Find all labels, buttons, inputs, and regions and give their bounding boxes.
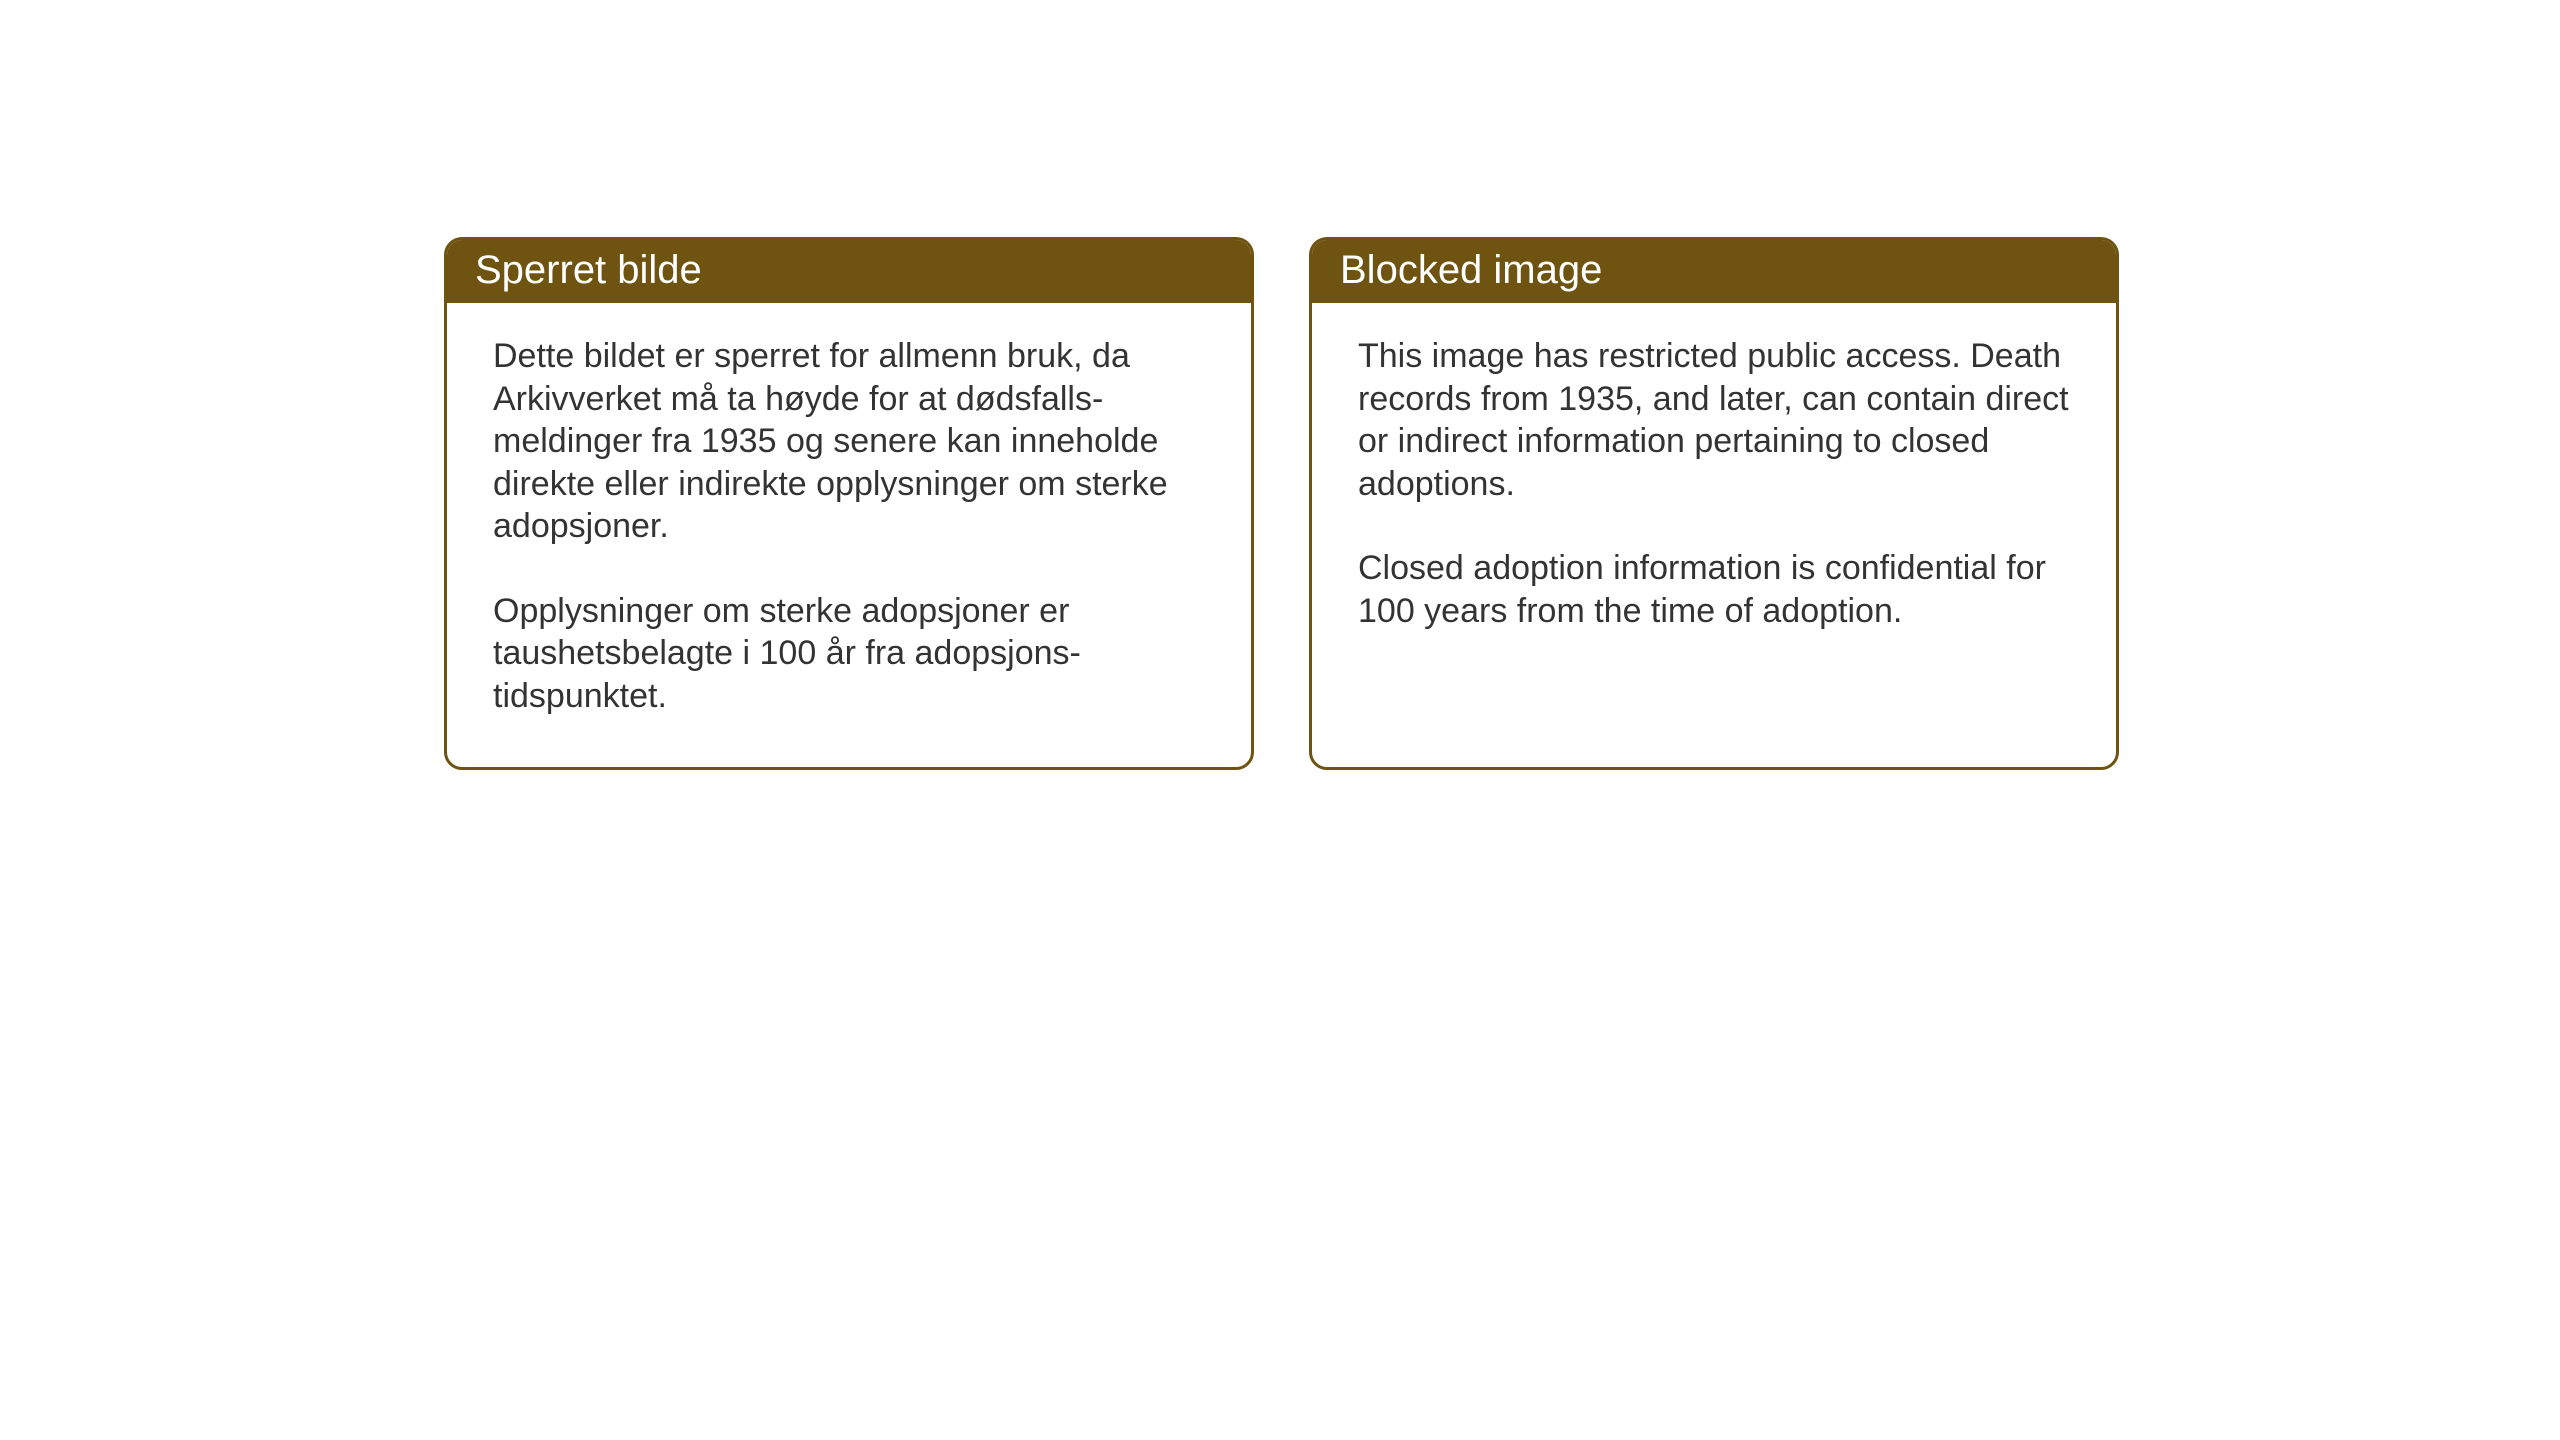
norwegian-paragraph-1: Dette bildet er sperret for allmenn bruk… [493, 335, 1205, 548]
norwegian-notice-title: Sperret bilde [447, 240, 1251, 303]
notice-container: Sperret bilde Dette bildet er sperret fo… [444, 237, 2119, 770]
english-paragraph-1: This image has restricted public access.… [1358, 335, 2070, 505]
english-notice-card: Blocked image This image has restricted … [1309, 237, 2119, 770]
norwegian-paragraph-2: Opplysninger om sterke adopsjoner er tau… [493, 590, 1205, 718]
english-notice-title: Blocked image [1312, 240, 2116, 303]
english-notice-body: This image has restricted public access.… [1312, 303, 2116, 682]
english-paragraph-2: Closed adoption information is confident… [1358, 547, 2070, 632]
norwegian-notice-body: Dette bildet er sperret for allmenn bruk… [447, 303, 1251, 767]
norwegian-notice-card: Sperret bilde Dette bildet er sperret fo… [444, 237, 1254, 770]
